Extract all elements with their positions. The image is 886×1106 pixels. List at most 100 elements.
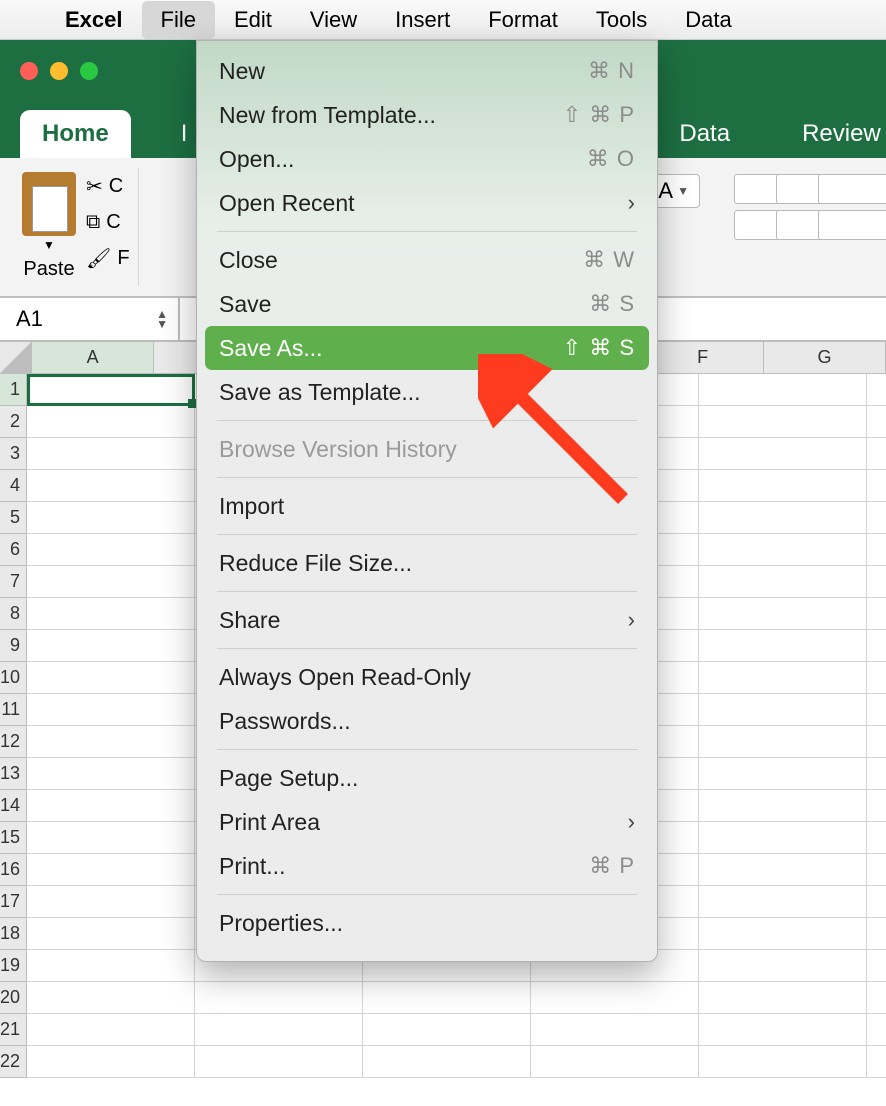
cell[interactable] (27, 758, 195, 790)
cell[interactable] (195, 1046, 363, 1078)
cell[interactable] (699, 950, 867, 982)
cell[interactable] (27, 822, 195, 854)
cell[interactable] (867, 918, 886, 950)
cell[interactable] (363, 1014, 531, 1046)
cell[interactable] (867, 982, 886, 1014)
cell[interactable] (867, 662, 886, 694)
copy-button[interactable]: ⧉C (86, 211, 130, 234)
minimize-window-button[interactable] (50, 62, 68, 80)
cell[interactable] (27, 662, 195, 694)
name-box-spinner[interactable]: ▲▼ (156, 309, 168, 329)
menu-item-new-from-template[interactable]: New from Template...⇧ ⌘ P (197, 93, 657, 137)
cell[interactable] (867, 502, 886, 534)
cell[interactable] (867, 726, 886, 758)
cell[interactable] (699, 406, 867, 438)
cell[interactable] (27, 694, 195, 726)
row-header[interactable]: 20 (0, 982, 26, 1014)
cell[interactable] (699, 1046, 867, 1078)
cell[interactable] (27, 1046, 195, 1078)
select-all-corner[interactable] (0, 342, 32, 373)
menu-item-passwords[interactable]: Passwords... (197, 699, 657, 743)
cell[interactable] (699, 598, 867, 630)
row-header[interactable]: 1 (0, 374, 26, 406)
cell[interactable] (27, 598, 195, 630)
row-header[interactable]: 19 (0, 950, 26, 982)
cell[interactable] (699, 502, 867, 534)
menubar-insert[interactable]: Insert (376, 1, 469, 39)
cell[interactable] (27, 950, 195, 982)
menu-item-open-recent[interactable]: Open Recent› (197, 181, 657, 225)
cell[interactable] (27, 790, 195, 822)
cell[interactable] (867, 406, 886, 438)
paste-button[interactable]: Paste (23, 258, 74, 281)
cell[interactable] (27, 918, 195, 950)
row-header[interactable]: 7 (0, 566, 26, 598)
align-bottom-button[interactable] (818, 174, 886, 204)
row-header[interactable]: 6 (0, 534, 26, 566)
cell[interactable] (867, 694, 886, 726)
ribbon-tab-review[interactable]: Review (780, 110, 886, 158)
cell[interactable] (867, 886, 886, 918)
cell[interactable] (699, 1014, 867, 1046)
menu-item-close[interactable]: Close⌘ W (197, 238, 657, 282)
cell[interactable] (27, 502, 195, 534)
cell[interactable] (531, 1014, 699, 1046)
menu-item-share[interactable]: Share› (197, 598, 657, 642)
cell[interactable] (27, 726, 195, 758)
ribbon-tab-data[interactable]: Data (657, 110, 752, 158)
close-window-button[interactable] (20, 62, 38, 80)
cell[interactable] (531, 982, 699, 1014)
menu-item-page-setup[interactable]: Page Setup... (197, 756, 657, 800)
cell[interactable] (699, 886, 867, 918)
cell[interactable] (867, 790, 886, 822)
cell[interactable] (867, 534, 886, 566)
row-header[interactable]: 10 (0, 662, 26, 694)
cell[interactable] (699, 566, 867, 598)
cell[interactable] (699, 982, 867, 1014)
cell[interactable] (699, 790, 867, 822)
cell[interactable] (867, 1046, 886, 1078)
cell[interactable] (867, 598, 886, 630)
cell[interactable] (699, 726, 867, 758)
zoom-window-button[interactable] (80, 62, 98, 80)
cell[interactable] (867, 438, 886, 470)
cell[interactable] (699, 534, 867, 566)
cell[interactable] (867, 854, 886, 886)
menu-item-save[interactable]: Save⌘ S (197, 282, 657, 326)
menubar-app[interactable]: Excel (46, 1, 142, 39)
clipboard-icon[interactable] (22, 172, 76, 236)
column-header[interactable]: G (764, 342, 886, 373)
row-header[interactable]: 5 (0, 502, 26, 534)
menubar-edit[interactable]: Edit (215, 1, 291, 39)
menubar-file[interactable]: File (142, 1, 215, 39)
cell[interactable] (27, 470, 195, 502)
ribbon-tab-home[interactable]: Home (20, 110, 131, 158)
cell[interactable] (27, 534, 195, 566)
cell[interactable] (27, 566, 195, 598)
row-header[interactable]: 13 (0, 758, 26, 790)
row-header[interactable]: 15 (0, 822, 26, 854)
row-header[interactable]: 14 (0, 790, 26, 822)
cell[interactable] (27, 854, 195, 886)
row-header[interactable]: 8 (0, 598, 26, 630)
row-header[interactable]: 17 (0, 886, 26, 918)
cell[interactable] (867, 758, 886, 790)
cell[interactable] (195, 982, 363, 1014)
cell[interactable] (867, 470, 886, 502)
cell[interactable] (27, 886, 195, 918)
cell[interactable] (699, 694, 867, 726)
menu-item-print-area[interactable]: Print Area› (197, 800, 657, 844)
cell[interactable] (699, 854, 867, 886)
cell[interactable] (699, 758, 867, 790)
row-header[interactable]: 9 (0, 630, 26, 662)
cell[interactable] (699, 438, 867, 470)
cell[interactable] (867, 566, 886, 598)
cell[interactable] (195, 1014, 363, 1046)
cell[interactable] (531, 1046, 699, 1078)
cell[interactable] (27, 438, 195, 470)
menubar-view[interactable]: View (291, 1, 376, 39)
cell[interactable] (363, 1046, 531, 1078)
row-header[interactable]: 11 (0, 694, 26, 726)
menubar-tools[interactable]: Tools (577, 1, 666, 39)
menu-item-save-as[interactable]: Save As...⇧ ⌘ S (205, 326, 649, 370)
